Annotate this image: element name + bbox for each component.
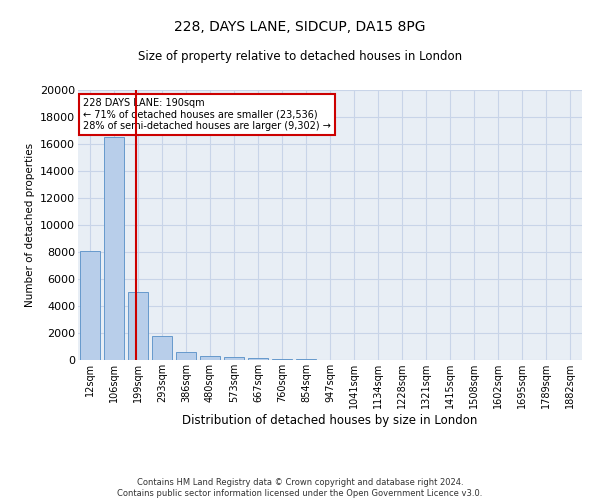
Text: 228, DAYS LANE, SIDCUP, DA15 8PG: 228, DAYS LANE, SIDCUP, DA15 8PG <box>174 20 426 34</box>
Text: Size of property relative to detached houses in London: Size of property relative to detached ho… <box>138 50 462 63</box>
Text: Contains HM Land Registry data © Crown copyright and database right 2024.
Contai: Contains HM Land Registry data © Crown c… <box>118 478 482 498</box>
Bar <box>224 358 244 360</box>
Text: 228 DAYS LANE: 190sqm
← 71% of detached houses are smaller (23,536)
28% of semi-: 228 DAYS LANE: 190sqm ← 71% of detached … <box>83 98 331 132</box>
Bar <box>248 358 268 360</box>
X-axis label: Distribution of detached houses by size in London: Distribution of detached houses by size … <box>182 414 478 427</box>
Bar <box>200 356 220 360</box>
Bar <box>104 137 124 360</box>
Bar <box>128 292 148 360</box>
Y-axis label: Number of detached properties: Number of detached properties <box>25 143 35 307</box>
Bar <box>176 352 196 360</box>
Bar <box>272 358 292 360</box>
Bar <box>152 336 172 360</box>
Bar <box>80 252 100 360</box>
